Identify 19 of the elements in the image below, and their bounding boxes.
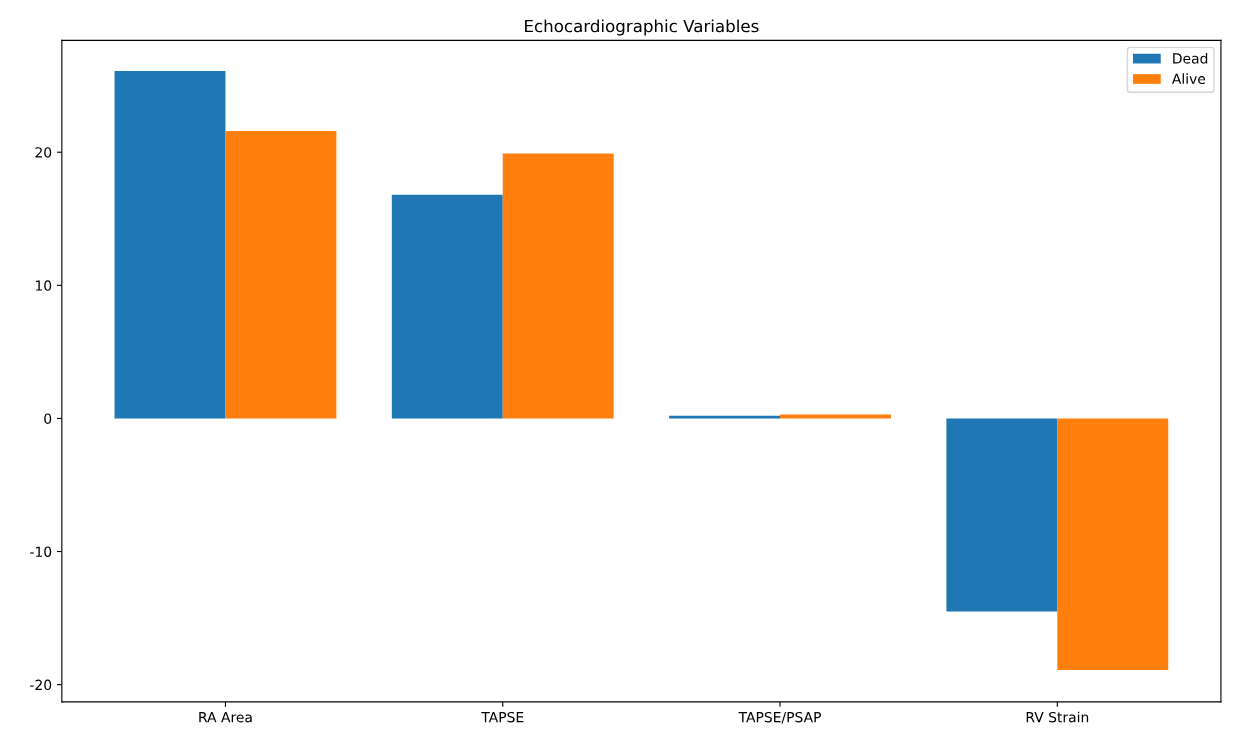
bar — [225, 130, 337, 419]
bar — [1057, 418, 1169, 670]
y-tick-label: -10 — [30, 546, 52, 557]
x-tick-label: TAPSE/PSAP — [738, 711, 821, 724]
y-tick-label: 0 — [44, 413, 52, 424]
bar — [502, 153, 614, 419]
legend-label: Alive — [1171, 73, 1206, 85]
y-tick-label: 10 — [35, 280, 52, 291]
y-tick-label: 20 — [35, 147, 52, 158]
x-tick-label: RA Area — [199, 712, 252, 723]
x-tick-label: TAPSE — [481, 711, 524, 723]
bar — [114, 71, 226, 419]
y-tick-label: -20 — [30, 679, 52, 691]
chart-title: Echocardiographic Variables — [525, 19, 759, 36]
bar — [780, 414, 891, 419]
bar — [946, 418, 1058, 612]
legend-label: Dead — [1173, 52, 1208, 64]
x-tick-label: RV Strain — [1026, 711, 1089, 723]
bar — [391, 194, 503, 419]
